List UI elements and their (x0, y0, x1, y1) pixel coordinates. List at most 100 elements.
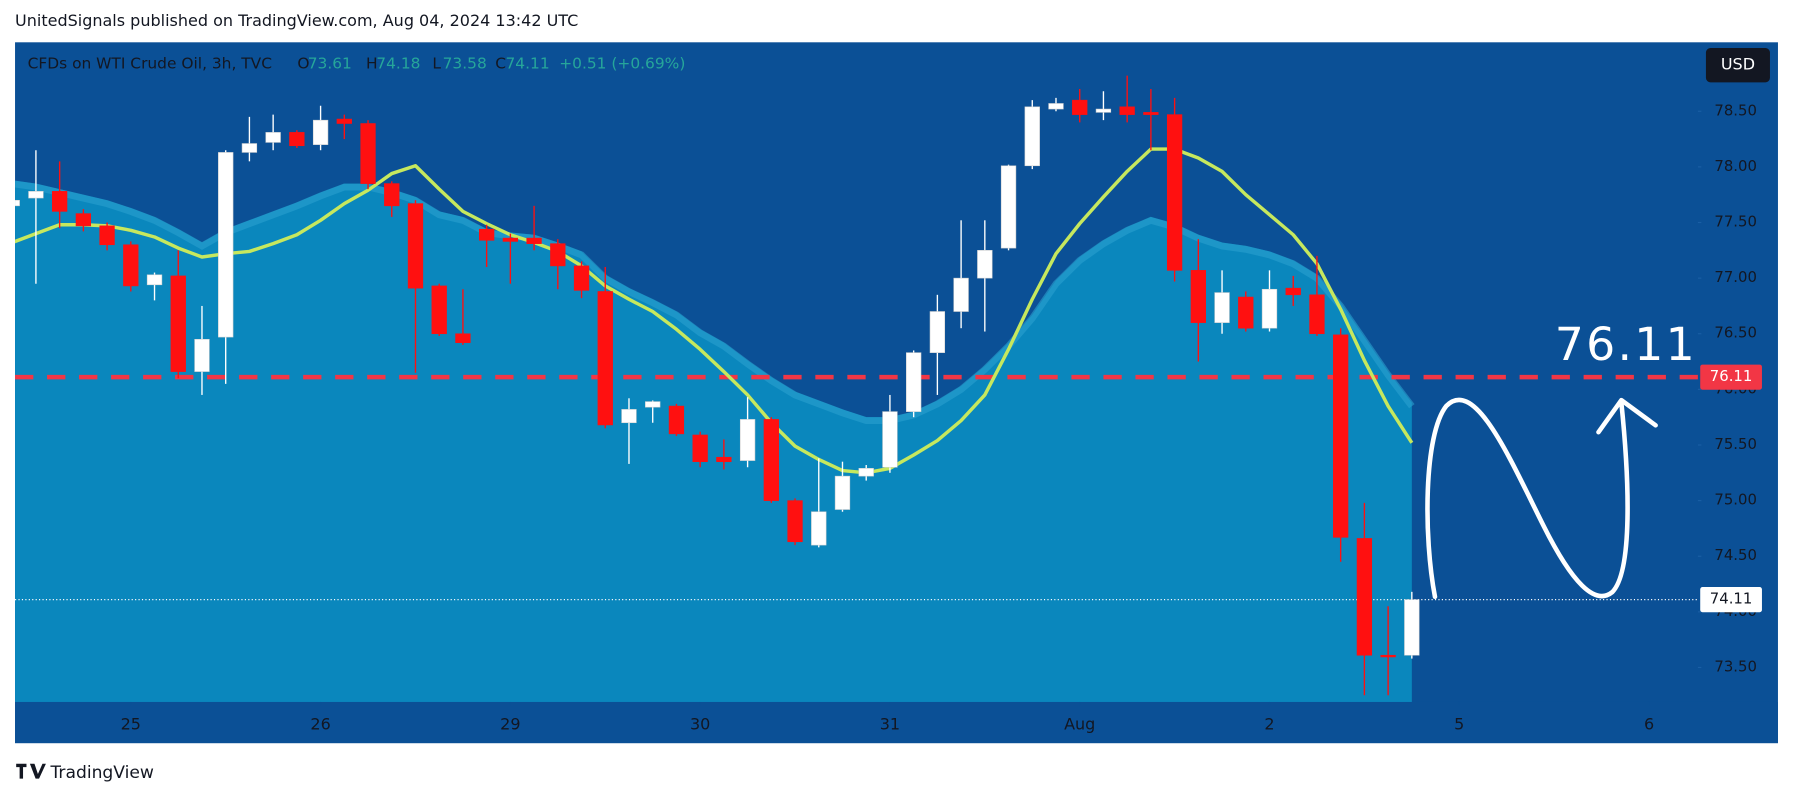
candle-body (526, 237, 542, 244)
candle-body (123, 244, 139, 287)
ohlc-letter: C (495, 55, 506, 73)
brand-logo (16, 763, 46, 779)
candle-body (194, 339, 210, 372)
y-tick-label: 75.00 (1714, 491, 1757, 509)
candle-body (1261, 288, 1278, 329)
candle-body (384, 183, 400, 207)
candle-body (1072, 99, 1088, 115)
candle-body (692, 434, 708, 462)
drawn-curve (1425, 397, 1630, 600)
candle-body (716, 456, 732, 462)
level-annotation: 76.11 (1555, 318, 1697, 371)
candle-body (99, 225, 115, 246)
price-badge (1700, 587, 1762, 613)
plot-area (15, 75, 1698, 702)
candle-body (265, 132, 281, 143)
candle-body (621, 409, 637, 424)
candle-body (1048, 103, 1064, 110)
drawn-arrowhead (1596, 397, 1658, 435)
candle-body (1285, 287, 1301, 296)
candle-body (170, 275, 186, 372)
candle-body (1119, 106, 1135, 115)
candle-body (1095, 108, 1112, 113)
candle-body (360, 123, 376, 184)
candle-body (1380, 654, 1396, 658)
candle-body (1404, 599, 1420, 656)
candle-body (455, 333, 471, 343)
candle-body (407, 203, 424, 289)
byline: UnitedSignals published on TradingView.c… (15, 11, 578, 30)
candle-body (834, 475, 851, 510)
candle-body (597, 291, 613, 426)
logo-mark (16, 763, 46, 779)
ohlc-letter: L (432, 55, 441, 73)
candle-body (312, 119, 329, 145)
level-badge (1700, 364, 1762, 390)
candle-body (15, 199, 20, 207)
y-tick-label: 75.50 (1714, 435, 1757, 453)
candle-body (336, 118, 352, 124)
x-tick-label: 31 (880, 714, 900, 733)
y-tick-label: 78.50 (1714, 101, 1757, 119)
x-tick-label: 2 (1264, 714, 1274, 733)
candle-body (289, 132, 305, 147)
ohlc-value: 74.11 (506, 55, 550, 73)
candle-body (146, 274, 163, 286)
candle-body (502, 237, 519, 242)
candle-body (75, 213, 92, 227)
candle-body (1166, 114, 1183, 271)
candle-body (1238, 296, 1254, 329)
candle-body (1024, 106, 1040, 167)
x-tick-label: 5 (1454, 714, 1464, 733)
x-tick-label: 30 (690, 714, 710, 733)
candle-body (906, 352, 922, 412)
currency-label[interactable]: USD (1721, 55, 1755, 74)
candle-body (241, 143, 258, 153)
brand-name: TradingView (49, 763, 153, 783)
candle-body (28, 191, 44, 199)
candle-body (929, 311, 946, 353)
y-tick-label: 77.50 (1714, 213, 1757, 231)
candle-body (52, 191, 68, 212)
x-tick-label: 6 (1644, 714, 1654, 733)
candle-body (787, 500, 803, 543)
price-badge-label: 74.11 (1710, 590, 1753, 608)
candle-body (977, 250, 993, 279)
candle-body (858, 468, 874, 477)
candle-body (1143, 112, 1159, 115)
candle-body (1190, 270, 1206, 323)
candle-body (1356, 538, 1373, 656)
chart-title: CFDs on WTI Crude Oil, 3h, TVC (28, 55, 272, 73)
x-tick-label: 25 (121, 714, 141, 733)
ohlc-value: 73.58 (443, 55, 487, 73)
band-area (15, 180, 1412, 702)
candle-body (431, 285, 447, 335)
candle-body (550, 243, 566, 267)
candle-body (479, 228, 495, 241)
candle-body (763, 419, 779, 501)
y-tick-label: 74.50 (1714, 546, 1757, 564)
level-badge-label: 76.11 (1710, 367, 1753, 385)
candle-body (1333, 334, 1349, 538)
candle-body (645, 401, 661, 408)
ohlc-value: 73.61 (308, 55, 352, 73)
x-tick-label: 26 (310, 714, 330, 733)
y-tick-label: 76.50 (1714, 324, 1757, 342)
candle-body (1214, 292, 1230, 323)
candle-body (218, 152, 234, 338)
x-tick-label: Aug (1064, 714, 1095, 733)
change-label: +0.51 (+0.69%) (559, 55, 685, 73)
plot: 2526293031Aug25673.5074.0074.5075.0075.5… (15, 55, 1778, 744)
candle-body (811, 511, 827, 546)
ohlc-value: 74.18 (376, 55, 420, 73)
y-tick-label: 77.00 (1714, 268, 1757, 286)
ohlc-letter: O (297, 55, 309, 73)
candle-body (739, 419, 756, 461)
candle-body (1000, 165, 1017, 249)
x-tick-label: 29 (500, 714, 520, 733)
y-tick-label: 73.50 (1714, 657, 1757, 675)
candle-body (573, 265, 590, 291)
currency-button[interactable] (1705, 48, 1770, 83)
time-axis (15, 701, 1778, 744)
